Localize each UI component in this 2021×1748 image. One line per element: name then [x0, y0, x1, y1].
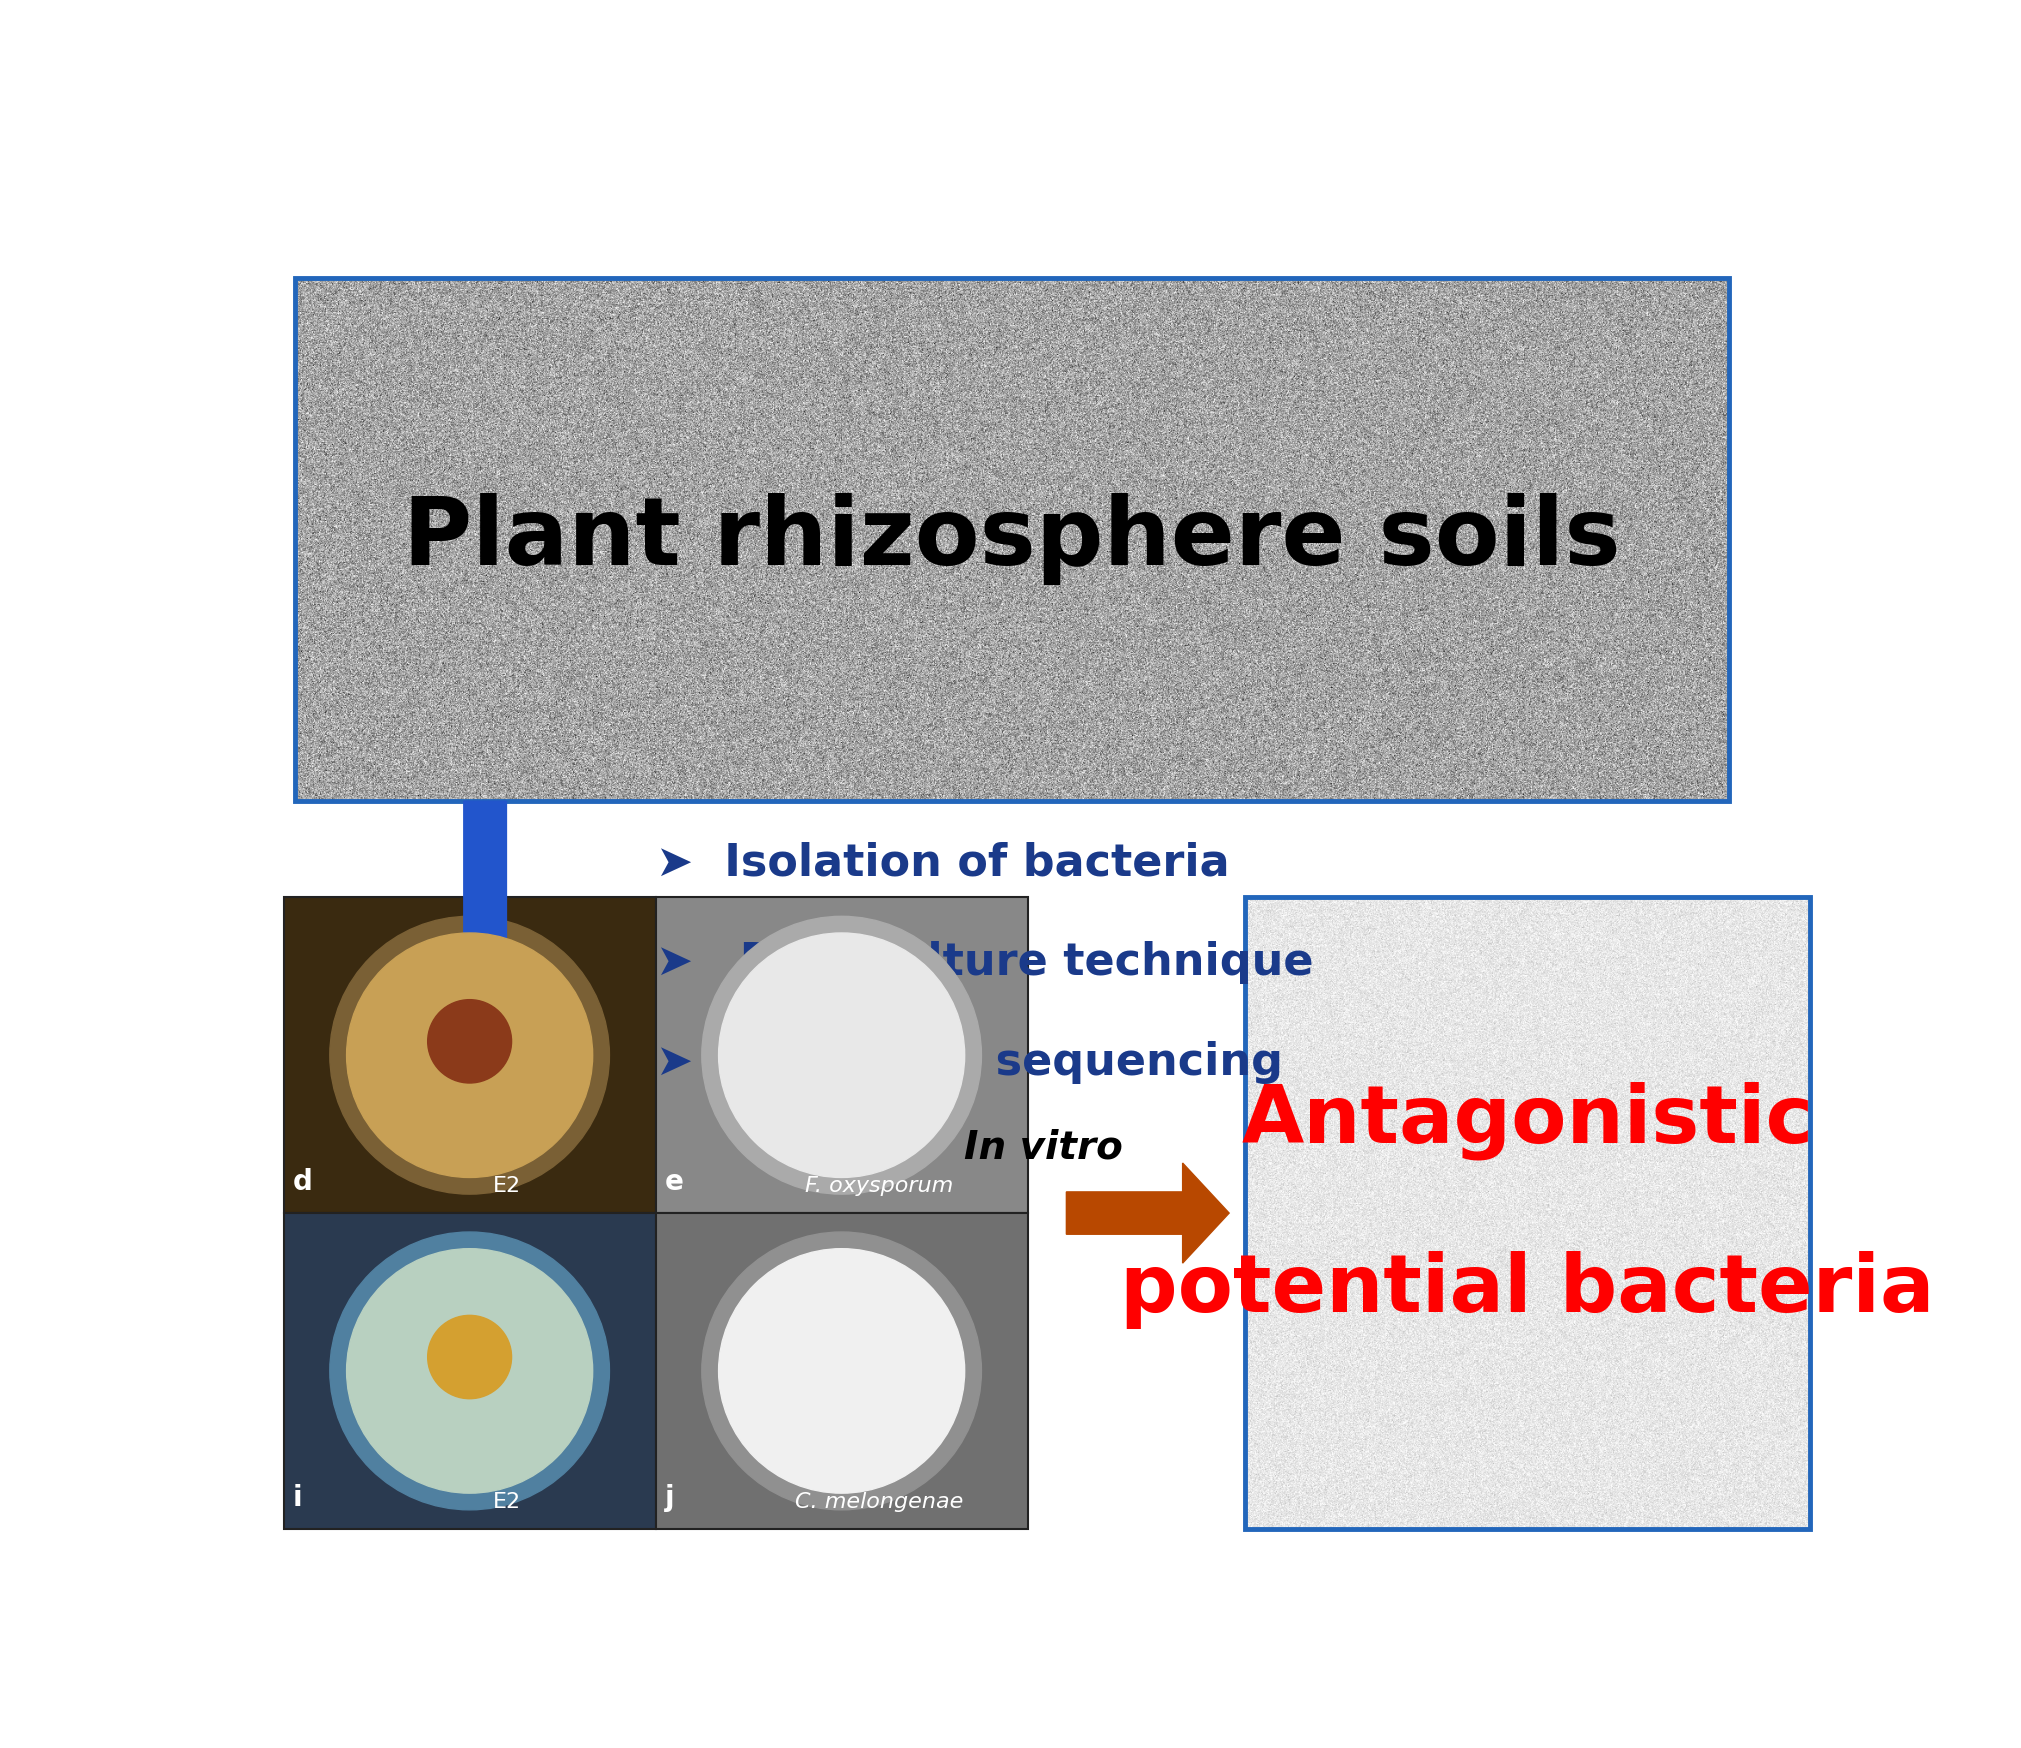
Bar: [283, 897, 655, 1213]
Text: Plant rhizosphere soils: Plant rhizosphere soils: [404, 493, 1621, 586]
Text: In vitro: In vitro: [964, 1129, 1124, 1168]
Text: j: j: [665, 1484, 675, 1512]
Text: C. melongenae: C. melongenae: [794, 1491, 964, 1512]
Text: E2: E2: [493, 1491, 521, 1512]
Circle shape: [329, 916, 610, 1194]
FancyArrow shape: [1067, 1162, 1229, 1264]
Text: ➤  Isolation of bacteria: ➤ Isolation of bacteria: [655, 841, 1229, 884]
Text: Antagonistic: Antagonistic: [1241, 1082, 1813, 1161]
Text: F. oxysporum: F. oxysporum: [804, 1176, 954, 1196]
Circle shape: [329, 1232, 610, 1510]
Text: E2: E2: [493, 1176, 521, 1196]
Text: d: d: [293, 1168, 313, 1196]
Text: e: e: [665, 1168, 683, 1196]
Bar: [655, 897, 1027, 1213]
Bar: [295, 278, 1730, 801]
Text: ➤   Dual culture technique: ➤ Dual culture technique: [655, 942, 1314, 984]
Circle shape: [428, 1314, 511, 1398]
FancyArrow shape: [432, 801, 538, 1017]
Circle shape: [701, 916, 982, 1194]
Text: ➤   16S rDNA sequencing: ➤ 16S rDNA sequencing: [655, 1042, 1283, 1084]
Circle shape: [346, 1248, 592, 1493]
Bar: [655, 1213, 1027, 1530]
Text: i: i: [293, 1484, 303, 1512]
Circle shape: [346, 933, 592, 1178]
Bar: [283, 1213, 655, 1530]
Circle shape: [428, 1000, 511, 1084]
Circle shape: [701, 1232, 982, 1510]
Circle shape: [719, 1248, 964, 1493]
Circle shape: [719, 933, 964, 1178]
Text: potential bacteria: potential bacteria: [1120, 1252, 1934, 1328]
Bar: [1245, 897, 1811, 1530]
